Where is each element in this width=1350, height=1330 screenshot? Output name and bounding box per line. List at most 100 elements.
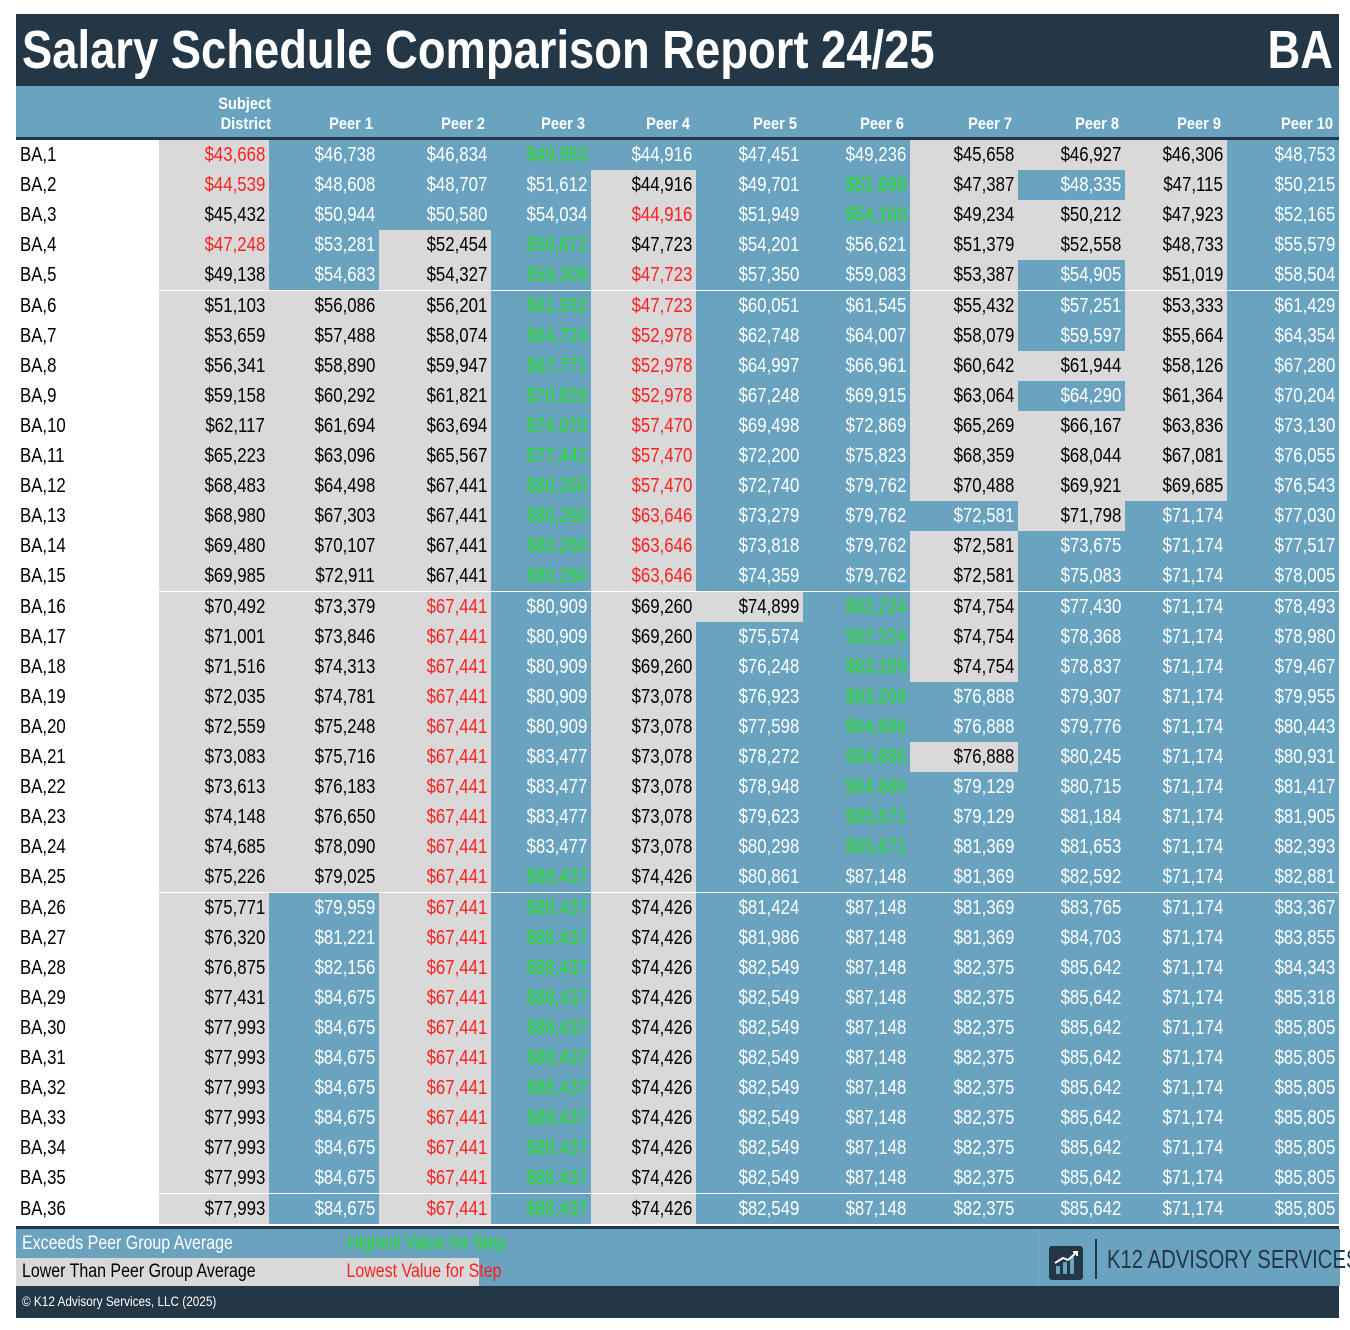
salary-cell: $87,148: [803, 1133, 910, 1164]
salary-cell: $80,909: [491, 651, 591, 682]
step-label: BA,24: [16, 832, 159, 863]
salary-cell: $59,083: [803, 260, 910, 291]
salary-cell: $51,103: [159, 290, 269, 321]
salary-cell: $84,686: [803, 772, 910, 803]
salary-cell: $77,993: [159, 1043, 269, 1074]
salary-cell: $47,451: [696, 140, 803, 171]
salary-cell: $77,993: [159, 1193, 269, 1224]
step-label: BA,35: [16, 1163, 159, 1194]
salary-cell: $67,441: [379, 1133, 491, 1164]
salary-cell: $71,174: [1125, 561, 1227, 592]
salary-cell: $69,498: [696, 410, 803, 441]
salary-cell: $53,387: [910, 260, 1018, 291]
salary-cell: $48,335: [1018, 170, 1125, 201]
step-label: BA,7: [16, 320, 159, 351]
salary-cell: $82,549: [696, 1193, 803, 1224]
step-label: BA,22: [16, 772, 159, 803]
salary-cell: $67,441: [379, 862, 491, 893]
salary-cell: $65,567: [379, 441, 491, 472]
salary-cell: $82,375: [910, 1193, 1018, 1224]
salary-cell: $74,426: [591, 952, 696, 983]
salary-cell: $67,248: [696, 380, 803, 411]
salary-cell: $70,204: [1227, 380, 1339, 411]
table-row: BA,10 $62,117 $61,694 $63,694 $74,070 $57,470…: [16, 410, 1339, 441]
salary-cell: $79,959: [269, 892, 379, 923]
legend: Exceeds Peer Group Average Highest Value…: [16, 1226, 1350, 1286]
salary-cell: $71,174: [1125, 591, 1227, 622]
salary-cell: $83,477: [491, 802, 591, 833]
copyright-notice: © K12 Advisory Services, LLC (2025): [22, 1293, 217, 1309]
salary-cell: $75,771: [159, 892, 269, 923]
step-label: BA,2: [16, 170, 159, 201]
salary-cell: $71,174: [1125, 832, 1227, 863]
salary-cell: $74,070: [491, 410, 591, 441]
salary-cell: $82,549: [696, 1103, 803, 1134]
salary-cell: $72,035: [159, 681, 269, 712]
salary-cell: $73,675: [1018, 531, 1125, 562]
salary-cell: $73,130: [1227, 410, 1339, 441]
salary-cell: $84,675: [269, 1193, 379, 1224]
salary-cell: $67,441: [379, 832, 491, 863]
salary-cell: $48,707: [379, 170, 491, 201]
salary-cell: $82,393: [1227, 832, 1339, 863]
step-label: BA,21: [16, 742, 159, 773]
salary-cell: $49,138: [159, 260, 269, 291]
step-label: BA,13: [16, 501, 159, 532]
salary-cell: $48,733: [1125, 230, 1227, 261]
salary-cell: $60,292: [269, 380, 379, 411]
salary-cell: $74,426: [591, 1012, 696, 1043]
salary-cell: $57,251: [1018, 290, 1125, 321]
salary-cell: $44,916: [591, 170, 696, 201]
salary-cell: $84,675: [269, 1073, 379, 1104]
salary-cell: $74,754: [910, 591, 1018, 622]
salary-cell: $83,209: [803, 681, 910, 712]
salary-cell: $57,470: [591, 441, 696, 472]
salary-cell: $61,429: [1227, 290, 1339, 321]
salary-cell: $82,592: [1018, 862, 1125, 893]
salary-cell: $63,064: [910, 380, 1018, 411]
salary-cell: $71,174: [1125, 1103, 1227, 1134]
column-header: Peer 4: [646, 114, 690, 133]
salary-cell: $87,148: [803, 1073, 910, 1104]
salary-cell: $61,364: [1125, 380, 1227, 411]
salary-cell: $88,437: [491, 1043, 591, 1074]
salary-cell: $61,944: [1018, 350, 1125, 381]
salary-cell: $80,298: [696, 832, 803, 863]
salary-cell: $64,290: [1018, 380, 1125, 411]
salary-cell: $81,986: [696, 922, 803, 953]
salary-cell: $71,174: [1125, 621, 1227, 652]
salary-cell: $82,224: [803, 621, 910, 652]
salary-cell: $87,148: [803, 1012, 910, 1043]
salary-cell: $67,441: [379, 1163, 491, 1194]
salary-cell: $63,646: [591, 501, 696, 532]
salary-cell: $77,993: [159, 1012, 269, 1043]
salary-cell: $66,167: [1018, 410, 1125, 441]
report: Salary Schedule Comparison Report 24/25 …: [16, 14, 1350, 1318]
salary-cell: $88,437: [491, 1012, 591, 1043]
salary-cell: $64,997: [696, 350, 803, 381]
salary-cell: $43,668: [159, 140, 269, 171]
salary-cell: $85,642: [1018, 1012, 1125, 1043]
salary-cell: $80,260: [491, 471, 591, 502]
salary-cell: $75,574: [696, 621, 803, 652]
salary-cell: $82,375: [910, 1073, 1018, 1104]
salary-cell: $57,350: [696, 260, 803, 291]
salary-cell: $79,129: [910, 802, 1018, 833]
salary-cell: $88,437: [491, 952, 591, 983]
salary-cell: $84,675: [269, 1133, 379, 1164]
salary-cell: $65,269: [910, 410, 1018, 441]
salary-cell: $63,836: [1125, 410, 1227, 441]
salary-cell: $73,846: [269, 621, 379, 652]
salary-cell: $80,245: [1018, 742, 1125, 773]
salary-cell: $70,492: [159, 591, 269, 622]
salary-cell: $81,369: [910, 892, 1018, 923]
table-row: BA,14 $69,480 $70,107 $67,441 $80,260 $63,646…: [16, 531, 1339, 562]
salary-cell: $83,477: [491, 832, 591, 863]
salary-cell: $85,642: [1018, 982, 1125, 1013]
bar-chart-trend-icon: [1049, 1246, 1083, 1280]
salary-cell: $69,685: [1125, 471, 1227, 502]
salary-cell: $71,174: [1125, 802, 1227, 833]
salary-cell: $80,260: [491, 501, 591, 532]
salary-cell: $78,948: [696, 772, 803, 803]
table-row: BA,9 $59,158 $60,292 $61,821 $70,828 $52,978 $…: [16, 380, 1339, 411]
